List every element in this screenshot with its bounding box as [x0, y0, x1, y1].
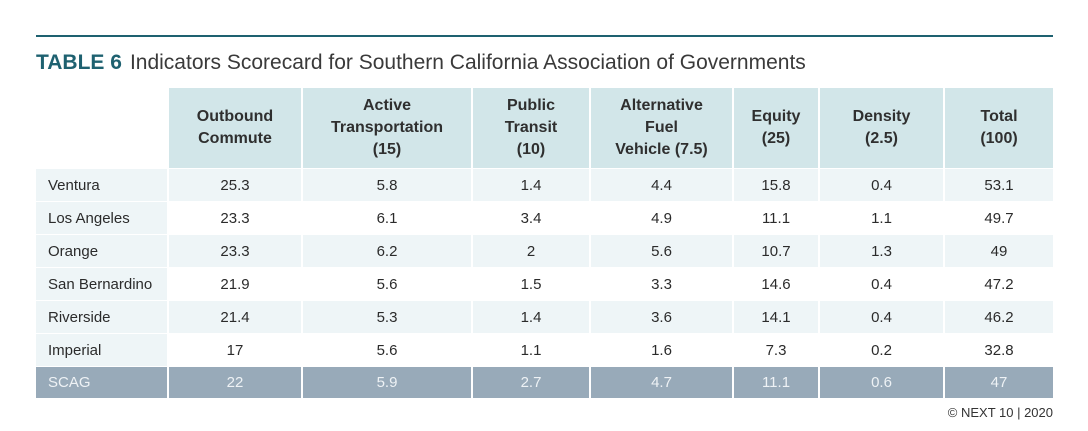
cell-density: 0.4: [818, 300, 944, 334]
header-row: Outbound Commute Active Transportation (15)…: [36, 88, 1053, 169]
cell-public-transit: 2.7: [471, 366, 590, 398]
cell-public-transit: 1.1: [471, 333, 590, 367]
cell-active-transportation: 5.8: [301, 168, 472, 202]
top-rule: [36, 35, 1053, 37]
cell-equity: 14.1: [732, 300, 819, 334]
table-row-summary-scag: SCAG 22 5.9 2.7 4.7 11.1 0.6 47: [36, 366, 1053, 398]
cell-active-transportation: 5.6: [301, 333, 472, 367]
cell-total: 46.2: [943, 300, 1053, 334]
cell-outbound-commute: 17: [167, 333, 302, 367]
cell-alternative-fuel-vehicle: 1.6: [589, 333, 733, 367]
row-name: Riverside: [36, 300, 168, 334]
cell-density: 0.4: [818, 168, 944, 202]
row-name: Ventura: [36, 168, 168, 202]
cell-equity: 10.7: [732, 234, 819, 268]
cell-active-transportation: 6.2: [301, 234, 472, 268]
table-row-imperial: Imperial 17 5.6 1.1 1.6 7.3 0.2 32.8: [36, 333, 1053, 367]
cell-density: 0.4: [818, 267, 944, 301]
header-corner: [36, 88, 168, 169]
cell-density: 0.2: [818, 333, 944, 367]
cell-active-transportation: 5.3: [301, 300, 472, 334]
cell-outbound-commute: 25.3: [167, 168, 302, 202]
row-name: Imperial: [36, 333, 168, 367]
row-name: San Bernardino: [36, 267, 168, 301]
table-row-san-bernardino: San Bernardino 21.9 5.6 1.5 3.3 14.6 0.4…: [36, 267, 1053, 301]
cell-active-transportation: 5.6: [301, 267, 472, 301]
cell-outbound-commute: 21.4: [167, 300, 302, 334]
cell-total: 47: [943, 366, 1053, 398]
cell-public-transit: 1.4: [471, 168, 590, 202]
table-row-riverside: Riverside 21.4 5.3 1.4 3.6 14.1 0.4 46.2: [36, 300, 1053, 334]
cell-outbound-commute: 21.9: [167, 267, 302, 301]
cell-total: 32.8: [943, 333, 1053, 367]
cell-public-transit: 3.4: [471, 201, 590, 235]
cell-alternative-fuel-vehicle: 4.7: [589, 366, 733, 398]
cell-outbound-commute: 22: [167, 366, 302, 398]
table-label: TABLE 6: [36, 51, 122, 74]
table-title-text: Indicators Scorecard for Southern Califo…: [129, 51, 806, 74]
cell-public-transit: 1.5: [471, 267, 590, 301]
cell-equity: 7.3: [732, 333, 819, 367]
cell-total: 49: [943, 234, 1053, 268]
table-title: TABLE 6 Indicators Scorecard for Southern…: [36, 49, 806, 77]
cell-density: 1.1: [818, 201, 944, 235]
row-name: Los Angeles: [36, 201, 168, 235]
table-row-ventura: Ventura 25.3 5.8 1.4 4.4 15.8 0.4 53.1: [36, 168, 1053, 202]
cell-alternative-fuel-vehicle: 4.4: [589, 168, 733, 202]
header-equity: Equity (25): [732, 88, 819, 169]
cell-active-transportation: 5.9: [301, 366, 472, 398]
cell-total: 53.1: [943, 168, 1053, 202]
table-row-los-angeles: Los Angeles 23.3 6.1 3.4 4.9 11.1 1.1 49…: [36, 201, 1053, 235]
header-alternative-fuel-vehicle: Alternative Fuel Vehicle (7.5): [589, 88, 733, 169]
cell-total: 47.2: [943, 267, 1053, 301]
table-row-orange: Orange 23.3 6.2 2 5.6 10.7 1.3 49: [36, 234, 1053, 268]
cell-equity: 11.1: [732, 366, 819, 398]
cell-active-transportation: 6.1: [301, 201, 472, 235]
cell-alternative-fuel-vehicle: 4.9: [589, 201, 733, 235]
header-total: Total (100): [943, 88, 1053, 169]
cell-alternative-fuel-vehicle: 3.3: [589, 267, 733, 301]
copyright-credit: © NEXT 10 | 2020: [947, 405, 1053, 420]
cell-equity: 14.6: [732, 267, 819, 301]
cell-equity: 11.1: [732, 201, 819, 235]
cell-density: 1.3: [818, 234, 944, 268]
row-name: Orange: [36, 234, 168, 268]
cell-alternative-fuel-vehicle: 3.6: [589, 300, 733, 334]
cell-public-transit: 2: [471, 234, 590, 268]
cell-outbound-commute: 23.3: [167, 234, 302, 268]
cell-density: 0.6: [818, 366, 944, 398]
scorecard-table: Outbound Commute Active Transportation (15)…: [36, 88, 1053, 398]
header-active-transportation: Active Transportation (15): [301, 88, 472, 169]
cell-outbound-commute: 23.3: [167, 201, 302, 235]
cell-total: 49.7: [943, 201, 1053, 235]
header-outbound-commute: Outbound Commute: [167, 88, 302, 169]
header-public-transit: Public Transit (10): [471, 88, 590, 169]
cell-equity: 15.8: [732, 168, 819, 202]
row-name: SCAG: [36, 366, 168, 398]
cell-public-transit: 1.4: [471, 300, 590, 334]
header-density: Density (2.5): [818, 88, 944, 169]
cell-alternative-fuel-vehicle: 5.6: [589, 234, 733, 268]
